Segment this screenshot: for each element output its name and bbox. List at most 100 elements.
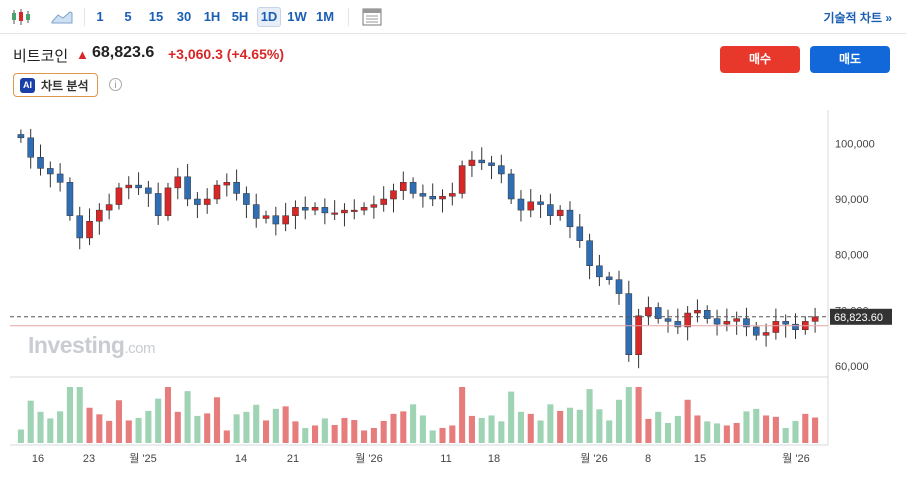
candle-body [439,195,446,200]
candle-body [694,310,701,314]
candle-body [370,204,378,208]
volume-bar [557,410,564,443]
volume-bar [812,417,819,443]
candle-body [596,265,603,278]
volume-bar [204,413,211,443]
volume-bar [380,420,387,443]
volume-bar [410,404,417,443]
candle-body [292,207,299,216]
interval-1w[interactable]: 1W [287,9,307,24]
volume-bar [66,387,73,443]
x-tick-label: 21 [287,453,299,465]
candle-body [223,182,231,186]
volume-bar [753,408,760,443]
up-arrow-icon: ▲ [76,47,89,62]
volume-bar [684,399,691,443]
interval-1h[interactable]: 1H [203,9,221,24]
candle-body [47,168,54,175]
candle-body [449,193,456,197]
candle-body [429,195,436,200]
volume-bar [419,415,426,443]
candle-body [409,182,417,194]
candle-body [507,173,515,200]
last-price-tag [830,308,892,325]
price-chart[interactable]: 100,00090,00080,00070,00060,00068,823.60… [0,100,906,477]
interval-5[interactable]: 5 [124,9,132,24]
volume-bar [184,391,191,443]
x-tick-label: 월 '26 [580,452,608,465]
candle-body [811,316,819,322]
candle-body [66,182,74,216]
volume-bar [194,415,201,443]
candle-body [664,318,672,322]
price-change: +3,060.3 (+4.65%) [168,46,284,62]
area-chart-icon[interactable] [50,7,74,27]
volume-bar [223,430,230,443]
candle-body [194,198,201,205]
x-tick-label: 18 [488,453,500,465]
candle-body [203,198,211,205]
candle-body [27,137,34,158]
interval-1d[interactable]: 1D [257,7,281,27]
candle-body [537,201,544,205]
volume-bar [312,425,319,443]
volume-bar [498,421,505,443]
candle-body [105,204,113,211]
volume-bar [233,414,240,443]
sell-button[interactable]: 매도 [810,46,890,73]
candle-body [184,176,191,200]
volume-bar [106,420,113,443]
candle-body [56,173,64,183]
volume-bar [792,420,799,443]
volume-bar [645,418,652,443]
volume-bar [606,420,613,443]
interval-30[interactable]: 30 [176,9,192,24]
candle-body [625,293,633,355]
interval-15[interactable]: 15 [148,9,164,24]
interval-1[interactable]: 1 [96,9,104,24]
table-view-icon[interactable] [361,7,383,27]
candle-body [243,193,250,205]
interval-5h[interactable]: 5H [231,9,249,24]
volume-bar [27,400,34,443]
candle-body [782,321,789,325]
volume-bar [292,421,299,443]
volume-bar [694,415,701,443]
volume-bar [723,425,730,443]
ai-chart-analysis-button[interactable]: AI 차트 분석 [13,73,98,97]
x-tick-label: 11 [440,453,451,465]
volume-bar [57,411,64,443]
volume-bar [253,404,260,443]
candle-body [321,207,329,214]
volume-bar [625,387,632,443]
candle-body [723,321,731,325]
candle-body [498,165,505,175]
x-tick-label: 14 [235,453,247,465]
buy-button[interactable]: 매수 [720,46,800,73]
technical-chart-link[interactable]: 기술적 차트 » [823,11,892,25]
x-tick-label: 23 [83,453,95,465]
volume-bar [674,415,681,443]
candle-body [488,162,495,166]
volume-bar [635,387,642,443]
candle-body [86,221,93,239]
volume-bar [86,407,93,443]
volume-bar [615,399,623,443]
candle-body [331,212,338,215]
info-icon[interactable]: i [109,78,122,91]
volume-bar [155,398,162,443]
volume-bar [468,415,475,443]
candlestick-icon[interactable] [10,7,32,27]
candle-body [478,159,486,164]
change-value: +3,060.3 [168,46,223,62]
interval-1m[interactable]: 1M [315,9,335,24]
candle-body [458,165,466,194]
candle-body [96,209,103,222]
volume-bar [321,418,328,443]
candle-body [360,207,368,211]
watermark-main: Investing [28,332,125,358]
y-tick-label: 100,000 [835,138,875,150]
volume-bar [488,415,495,443]
candle-body [76,215,84,239]
candle-body [262,215,270,219]
